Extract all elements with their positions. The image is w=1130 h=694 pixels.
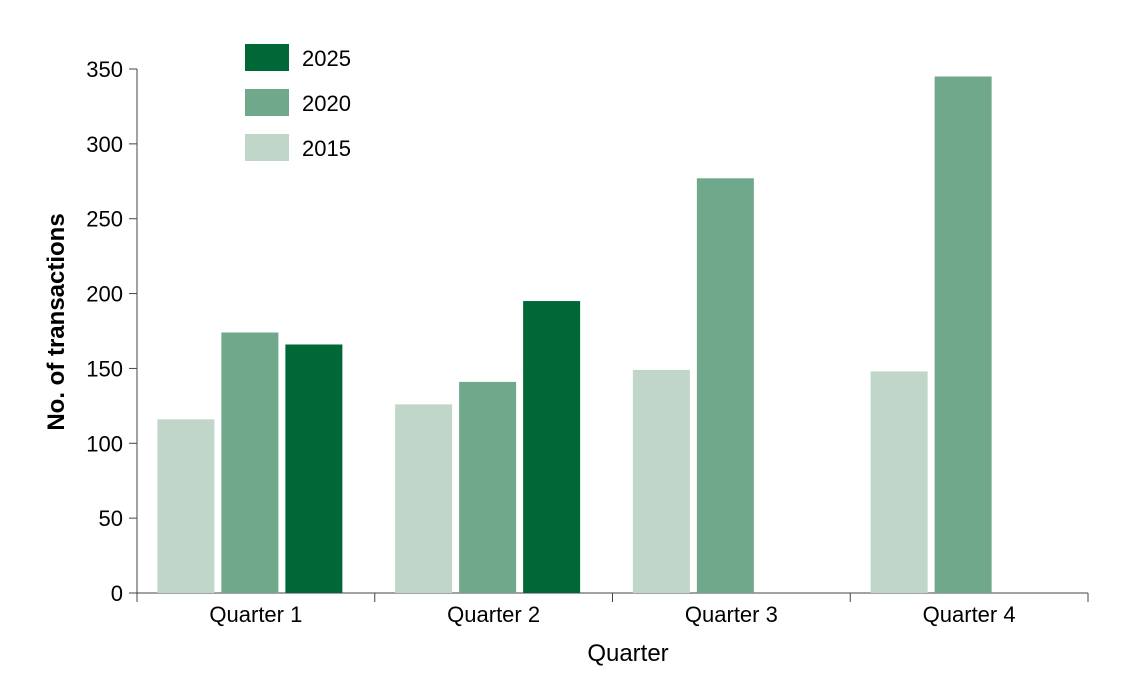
bar-2015-3 <box>632 369 690 593</box>
y-tick-label: 350 <box>86 57 123 82</box>
x-tick-label: Quarter 1 <box>209 602 302 627</box>
x-tick-label: Quarter 3 <box>685 602 778 627</box>
y-tick-label: 200 <box>86 282 123 307</box>
legend-swatch-2025 <box>245 44 289 71</box>
x-axis: Quarter 1 Quarter 2 Quarter 3 Quarter 4 <box>136 592 1089 627</box>
y-tick-label: 0 <box>111 581 123 606</box>
bars <box>157 76 992 593</box>
legend-label-2025: 2025 <box>302 46 351 71</box>
x-tick-label: Quarter 4 <box>923 602 1016 627</box>
legend-label-2015: 2015 <box>302 136 351 161</box>
bar-2020-1 <box>221 332 279 593</box>
bar-2020-3 <box>696 178 754 593</box>
bar-2015-2 <box>395 404 453 593</box>
y-tick-label: 50 <box>99 506 123 531</box>
y-axis: 0 50 100 150 200 250 300 350 <box>86 57 138 606</box>
x-axis-title: Quarter <box>587 640 668 667</box>
bar-2025-1 <box>285 344 343 593</box>
bar-2020-2 <box>459 381 517 593</box>
bar-2025-2 <box>523 301 581 593</box>
bar-2015-4 <box>870 371 928 593</box>
legend-label-2020: 2020 <box>302 91 351 116</box>
bar-2020-4 <box>934 76 992 593</box>
legend: 2025 2020 2015 <box>245 44 351 161</box>
legend-swatch-2015 <box>245 134 289 161</box>
y-tick-label: 250 <box>86 207 123 232</box>
bar-2015-1 <box>157 419 215 593</box>
y-tick-label: 150 <box>86 356 123 381</box>
y-tick-label: 100 <box>86 431 123 456</box>
y-tick-label: 300 <box>86 132 123 157</box>
x-tick-label: Quarter 2 <box>447 602 540 627</box>
y-axis-title: No. of transactions <box>43 213 70 430</box>
legend-swatch-2020 <box>245 89 289 116</box>
